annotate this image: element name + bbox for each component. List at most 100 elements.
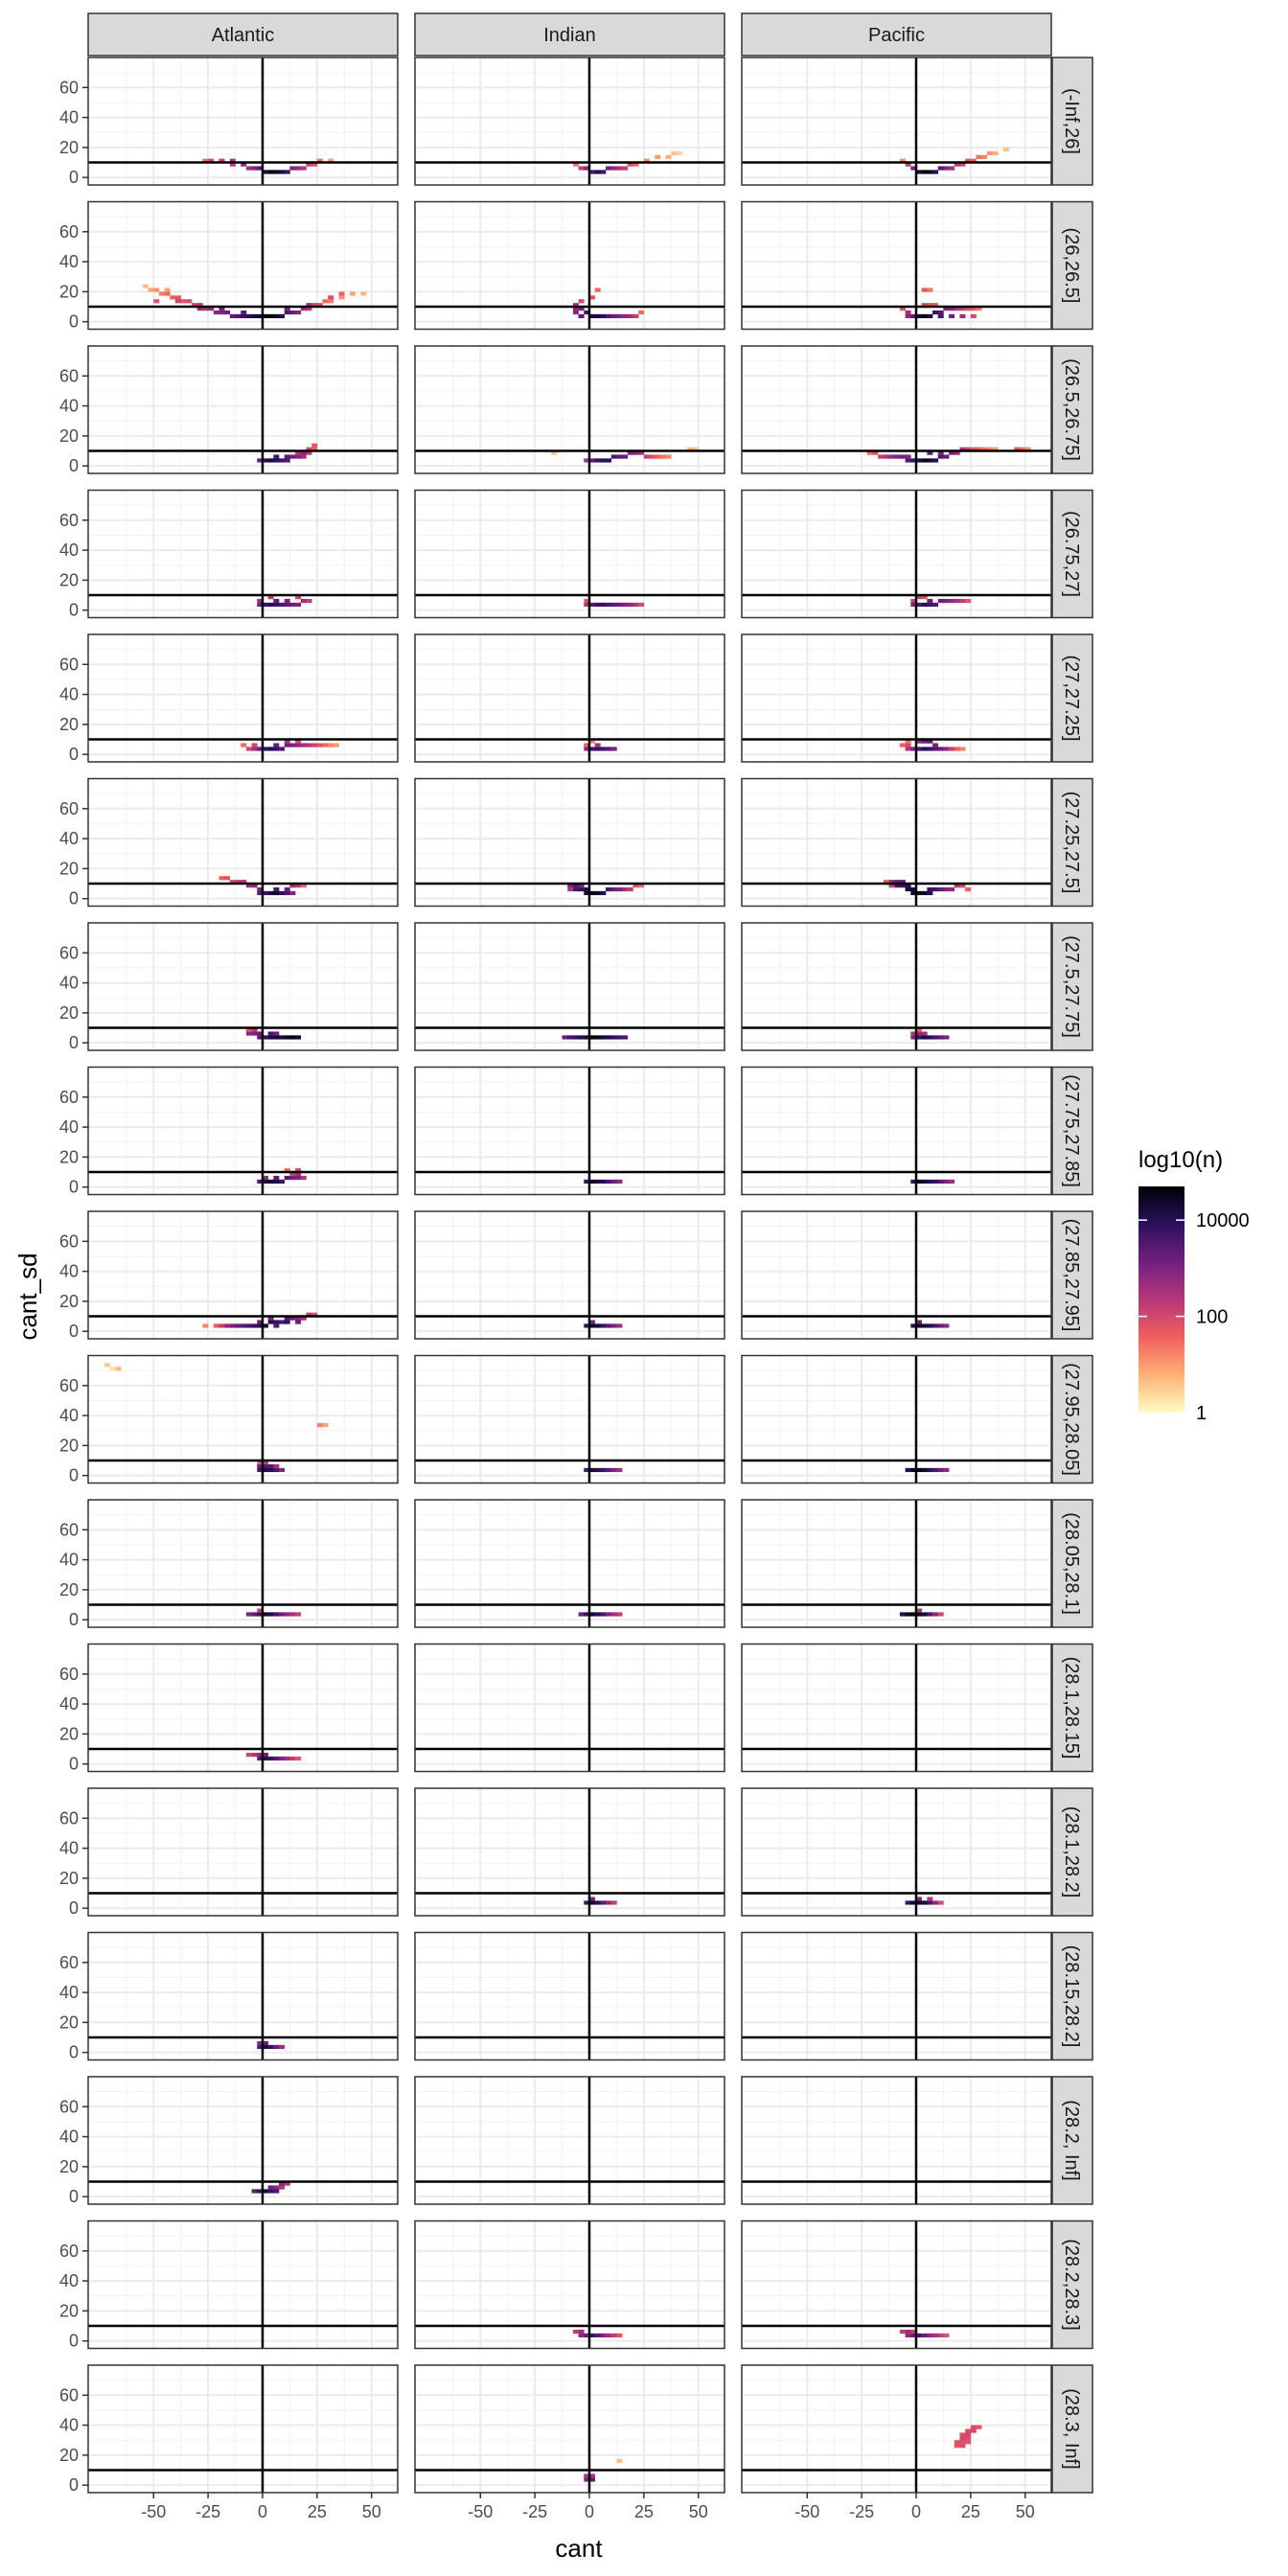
row-strip-label: (28.05,28.1] (1061, 1512, 1082, 1615)
panel-background (415, 1355, 724, 1484)
heatmap-cell (954, 2444, 960, 2449)
heatmap-cell (279, 602, 286, 608)
panel-5-0 (87, 777, 399, 908)
heatmap-cell (284, 1756, 290, 1761)
heatmap-cell (894, 884, 901, 888)
column-strip-label: Atlantic (212, 25, 275, 46)
heatmap-cell (229, 1323, 236, 1328)
heatmap-cell (245, 1031, 252, 1036)
heatmap-cell (976, 307, 982, 311)
y-tick-label: 0 (69, 1322, 79, 1341)
heatmap-cell (921, 1900, 928, 1905)
heatmap-cell (300, 743, 307, 748)
y-tick-label: 60 (59, 1376, 79, 1395)
panel-border (741, 1931, 1052, 2061)
panel-8-2 (741, 1210, 1052, 1340)
panel-border (414, 1499, 725, 1628)
heatmap-cell (915, 1612, 922, 1617)
heatmap-cell (235, 1323, 242, 1328)
heatmap-cell (937, 1612, 944, 1617)
heatmap-cell (899, 884, 906, 888)
y-tick-label: 60 (59, 655, 79, 674)
heatmap-cell (959, 884, 966, 888)
heatmap-cell (245, 1323, 252, 1328)
heatmap-cell (943, 166, 950, 171)
heatmap-cell (588, 739, 595, 744)
heatmap-cell (251, 1031, 258, 1036)
y-tick-label: 0 (69, 1610, 79, 1629)
panel-5-1 (414, 777, 725, 908)
heatmap-cell (616, 2458, 623, 2464)
panel-border (414, 1066, 725, 1196)
heatmap-cell (267, 1179, 274, 1184)
panel-background (88, 634, 398, 762)
heatmap-cell (943, 307, 950, 311)
heatmap-cell (992, 447, 999, 451)
heatmap-cell (976, 154, 982, 159)
heatmap-cell (578, 886, 585, 892)
panel-background (742, 1067, 1051, 1195)
heatmap-cell (300, 1316, 307, 1321)
heatmap-cell (910, 1031, 917, 1036)
heatmap-cell (245, 313, 252, 319)
legend-colorbar (1138, 1186, 1184, 1413)
y-tick-label: 60 (59, 1088, 79, 1107)
heatmap-cell (965, 307, 972, 311)
heatmap-cell (921, 1031, 928, 1036)
heatmap-cell (279, 747, 286, 751)
heatmap-cell (932, 2333, 939, 2338)
heatmap-cell (284, 1175, 290, 1181)
heatmap-cell (588, 295, 595, 300)
panel-12-1 (414, 1787, 725, 1917)
heatmap-cell (588, 1179, 595, 1184)
panel-10-0 (87, 1499, 399, 1628)
panel-14-1 (414, 2076, 725, 2205)
heatmap-cell (584, 1612, 590, 1617)
row-strip (1051, 1210, 1093, 1340)
row-strip-label: (28.1,28.2] (1061, 1806, 1082, 1898)
heatmap-cell (273, 1035, 280, 1040)
heatmap-cell (910, 2329, 917, 2334)
heatmap-cell (257, 890, 264, 896)
heatmap-cell (241, 313, 247, 319)
heatmap-cell (295, 884, 302, 888)
heatmap-cell (267, 458, 274, 463)
panel-border (87, 489, 399, 619)
heatmap-cell (273, 886, 280, 892)
heatmap-cell (943, 454, 950, 459)
heatmap-cell (295, 450, 302, 455)
heatmap-cell (910, 1323, 917, 1328)
y-tick-label: 0 (69, 889, 79, 908)
row-strip-label: (28.1,28.15] (1061, 1657, 1082, 1760)
heatmap-cell (910, 886, 917, 892)
heatmap-cell (600, 1467, 607, 1473)
panel-border (741, 2076, 1052, 2205)
heatmap-cell (905, 1467, 911, 1473)
heatmap-cell (257, 1612, 264, 1617)
heatmap-cell (360, 291, 367, 296)
y-tick-label: 0 (69, 745, 79, 764)
heatmap-cell (594, 602, 601, 608)
heatmap-cell (622, 454, 629, 459)
heatmap-cell (927, 313, 933, 319)
heatmap-cell (943, 598, 950, 604)
heatmap-cell (610, 602, 617, 608)
heatmap-cell (257, 1460, 264, 1465)
y-axis-title: cant_sd (13, 1253, 42, 1340)
heatmap-cell (273, 2185, 280, 2190)
panel-background (742, 1932, 1051, 2060)
heatmap-cell (300, 884, 307, 888)
heatmap-cell (965, 447, 972, 451)
facet-panels (87, 57, 1052, 2494)
heatmap-cell (578, 1612, 585, 1617)
heatmap-cell (937, 886, 944, 892)
heatmap-cell (588, 1612, 595, 1617)
heatmap-cell (921, 739, 928, 744)
heatmap-cell (273, 458, 280, 463)
y-tick-label: 60 (59, 2385, 79, 2404)
heatmap-cell (1002, 147, 1009, 152)
heatmap-cell (981, 154, 988, 159)
x-tick-label: -50 (141, 2502, 166, 2521)
panel-4-2 (741, 633, 1052, 763)
heatmap-cell (224, 1323, 231, 1328)
